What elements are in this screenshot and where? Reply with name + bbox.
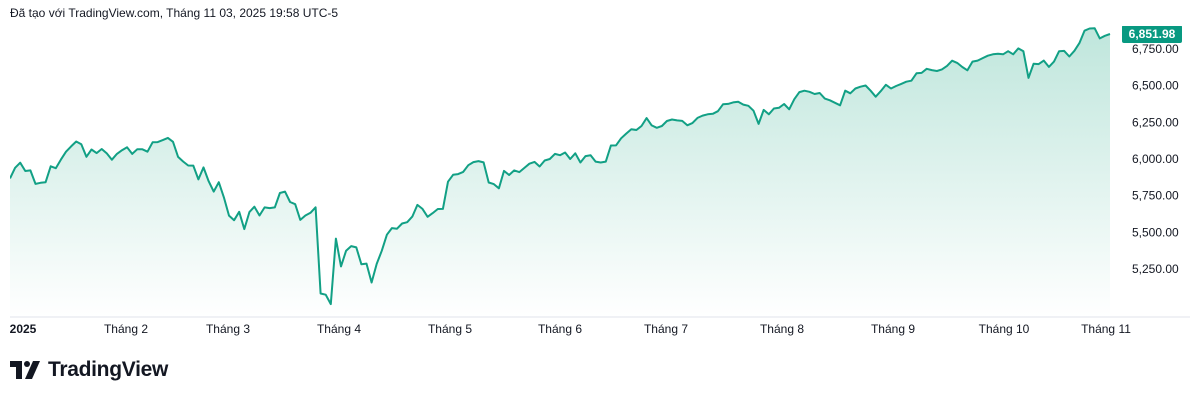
x-tick-label: Tháng 10 xyxy=(979,322,1030,336)
x-tick-label: Tháng 8 xyxy=(760,322,804,336)
y-axis: 5,250.00 5,500.00 5,750.00 6,000.00 6,250.00… xyxy=(1132,42,1179,276)
price-line xyxy=(10,27,1111,306)
x-tick-label: Tháng 3 xyxy=(206,322,250,336)
x-tick-label: Tháng 5 xyxy=(428,322,472,336)
y-tick-label: 6,500.00 xyxy=(1132,79,1179,93)
y-tick-label: 6,750.00 xyxy=(1132,42,1179,56)
y-tick-label: 5,250.00 xyxy=(1132,262,1179,276)
x-tick-label: Tháng 11 xyxy=(1081,322,1131,336)
x-tick-label: Tháng 7 xyxy=(644,322,688,336)
tradingview-brand[interactable]: TradingView xyxy=(10,358,168,382)
x-tick-label: Tháng 4 xyxy=(317,322,361,336)
tradingview-logo-icon xyxy=(10,361,40,379)
chart-caption: Đã tạo với TradingView.com, Tháng 11 03,… xyxy=(10,6,339,20)
x-tick-label: Tháng 9 xyxy=(871,322,915,336)
y-tick-label: 6,000.00 xyxy=(1132,152,1179,166)
chart-frame: 5,250.00 5,500.00 5,750.00 6,000.00 6,250.00… xyxy=(10,26,1190,342)
y-tick-label: 6,250.00 xyxy=(1132,115,1179,129)
y-tick-label: 5,500.00 xyxy=(1132,225,1179,239)
brand-name: TradingView xyxy=(48,358,169,381)
price-area-fill xyxy=(10,28,1110,318)
y-tick-label: 5,750.00 xyxy=(1132,189,1179,203)
last-price-label: 6,851.98 xyxy=(1129,27,1176,41)
x-tick-label: Tháng 2 xyxy=(104,322,148,336)
x-tick-label: 2025 xyxy=(10,322,37,336)
last-price-badge: 6,851.98 xyxy=(1122,26,1182,44)
x-tick-label: Tháng 6 xyxy=(538,322,582,336)
x-axis: 2025 Tháng 2 Tháng 3 Tháng 4 Tháng 5 Tháng 6 T… xyxy=(10,322,1131,336)
price-chart: 5,250.00 5,500.00 5,750.00 6,000.00 6,250.00… xyxy=(10,26,1190,336)
